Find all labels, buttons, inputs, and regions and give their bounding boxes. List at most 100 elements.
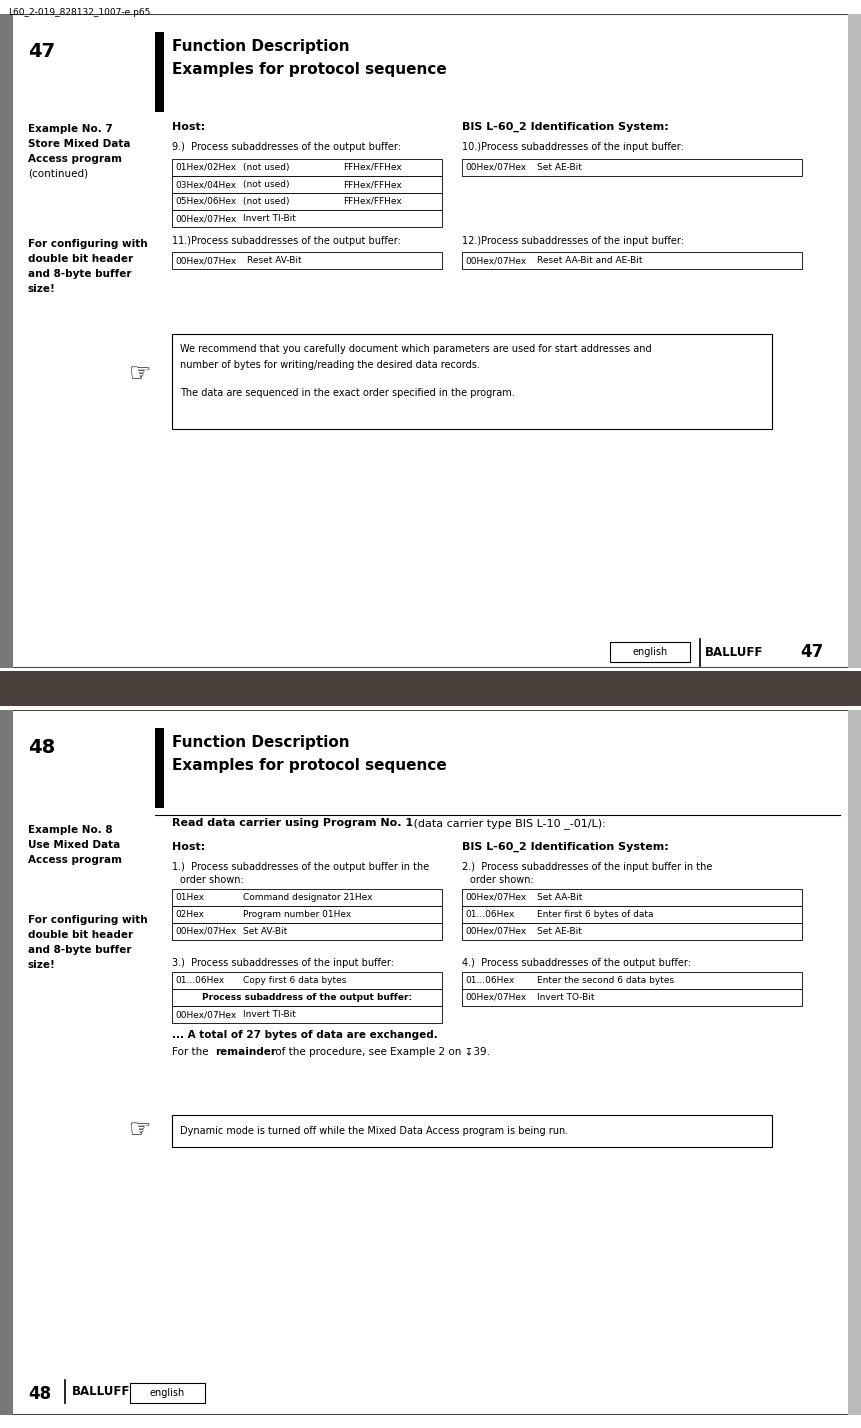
- Bar: [130, 1382, 205, 1402]
- Text: 01...06Hex: 01...06Hex: [465, 910, 514, 920]
- Text: ☞: ☞: [129, 1118, 152, 1142]
- Text: Enter the second 6 data bytes: Enter the second 6 data bytes: [537, 975, 674, 985]
- Text: 47: 47: [28, 41, 55, 61]
- Text: 05Hex/06Hex: 05Hex/06Hex: [175, 197, 236, 206]
- Text: 12.)Process subaddresses of the input buffer:: 12.)Process subaddresses of the input bu…: [462, 236, 684, 246]
- Bar: [462, 159, 802, 176]
- Text: order shown:: order shown:: [180, 875, 244, 885]
- Text: Use Mixed Data: Use Mixed Data: [28, 840, 121, 850]
- Text: 00Hex/07Hex: 00Hex/07Hex: [465, 892, 526, 902]
- Bar: [172, 1115, 772, 1147]
- Bar: [172, 334, 772, 428]
- Text: Reset AA-Bit and AE-Bit: Reset AA-Bit and AE-Bit: [537, 256, 642, 266]
- Text: ☞: ☞: [129, 363, 152, 386]
- Text: FFHex/FFHex: FFHex/FFHex: [343, 197, 402, 206]
- Text: of the procedure, see Example 2 on ↧39.: of the procedure, see Example 2 on ↧39.: [272, 1047, 490, 1057]
- Text: 01Hex: 01Hex: [175, 892, 204, 902]
- Text: Examples for protocol sequence: Examples for protocol sequence: [172, 758, 447, 773]
- Text: Reset AV-Bit: Reset AV-Bit: [247, 256, 301, 266]
- Text: 00Hex/07Hex: 00Hex/07Hex: [465, 927, 526, 935]
- Text: We recommend that you carefully document which parameters are used for start add: We recommend that you carefully document…: [180, 344, 652, 354]
- Bar: [610, 643, 690, 663]
- Text: Examples for protocol sequence: Examples for protocol sequence: [172, 61, 447, 77]
- Text: double bit header: double bit header: [28, 254, 133, 264]
- Bar: [462, 922, 802, 940]
- Text: For configuring with: For configuring with: [28, 238, 147, 248]
- Text: BALLUFF: BALLUFF: [72, 1385, 130, 1398]
- Text: 2.)  Process subaddresses of the input buffer in the: 2.) Process subaddresses of the input bu…: [462, 863, 712, 873]
- Text: 00Hex/07Hex: 00Hex/07Hex: [175, 214, 236, 223]
- Text: Set AE-Bit: Set AE-Bit: [537, 927, 582, 935]
- Text: and 8-byte buffer: and 8-byte buffer: [28, 945, 132, 955]
- Bar: [848, 710, 861, 1415]
- Text: 00Hex/07Hex: 00Hex/07Hex: [465, 992, 526, 1002]
- Bar: [462, 905, 802, 922]
- Text: FFHex/FFHex: FFHex/FFHex: [343, 163, 402, 171]
- Text: Access program: Access program: [28, 855, 122, 865]
- Bar: [172, 990, 442, 1005]
- Bar: [172, 176, 442, 193]
- Text: 3.)  Process subaddresses of the input buffer:: 3.) Process subaddresses of the input bu…: [172, 958, 394, 968]
- Bar: [172, 972, 442, 990]
- Text: (continued): (continued): [28, 169, 88, 178]
- Text: For configuring with: For configuring with: [28, 915, 147, 925]
- Text: 1.)  Process subaddresses of the output buffer in the: 1.) Process subaddresses of the output b…: [172, 863, 430, 873]
- Text: remainder: remainder: [215, 1047, 276, 1057]
- Text: Invert TI-Bit: Invert TI-Bit: [243, 214, 296, 223]
- Bar: [172, 251, 442, 268]
- Bar: [848, 14, 861, 668]
- Text: 01...06Hex: 01...06Hex: [465, 975, 514, 985]
- Text: Access program: Access program: [28, 154, 122, 164]
- Text: Program number 01Hex: Program number 01Hex: [243, 910, 351, 920]
- Text: 02Hex: 02Hex: [175, 910, 204, 920]
- Bar: [462, 251, 802, 268]
- Text: 4.)  Process subaddresses of the output buffer:: 4.) Process subaddresses of the output b…: [462, 958, 691, 968]
- Text: Host:: Host:: [172, 843, 205, 853]
- Bar: [155, 31, 164, 111]
- Text: FFHex/FFHex: FFHex/FFHex: [343, 180, 402, 188]
- Text: BIS L-60_2 Identification System:: BIS L-60_2 Identification System:: [462, 843, 669, 853]
- Text: Dynamic mode is turned off while the Mixed Data Access program is being run.: Dynamic mode is turned off while the Mix…: [180, 1127, 568, 1137]
- Text: 9.)  Process subaddresses of the output buffer:: 9.) Process subaddresses of the output b…: [172, 141, 401, 151]
- Text: size!: size!: [28, 284, 56, 294]
- Text: Store Mixed Data: Store Mixed Data: [28, 139, 131, 149]
- Text: 47: 47: [800, 643, 823, 661]
- Bar: [462, 990, 802, 1005]
- Text: Host:: Host:: [172, 121, 205, 131]
- Text: 00Hex/07Hex: 00Hex/07Hex: [465, 256, 526, 266]
- Bar: [155, 728, 164, 808]
- Bar: [172, 905, 442, 922]
- Text: size!: size!: [28, 960, 56, 970]
- Text: 01...06Hex: 01...06Hex: [175, 975, 224, 985]
- Text: Command designator 21Hex: Command designator 21Hex: [243, 892, 373, 902]
- Text: For the: For the: [172, 1047, 212, 1057]
- Text: (not used): (not used): [243, 163, 289, 171]
- Text: BIS L-60_2 Identification System:: BIS L-60_2 Identification System:: [462, 121, 669, 133]
- Text: double bit header: double bit header: [28, 930, 133, 940]
- Bar: [172, 922, 442, 940]
- Bar: [0, 710, 13, 1415]
- Text: 00Hex/07Hex: 00Hex/07Hex: [175, 1010, 236, 1020]
- Text: Example No. 7: Example No. 7: [28, 124, 113, 134]
- Bar: [172, 159, 442, 176]
- Text: (not used): (not used): [243, 197, 289, 206]
- Text: Function Description: Function Description: [172, 735, 350, 750]
- Text: Set AA-Bit: Set AA-Bit: [537, 892, 582, 902]
- Text: 00Hex/07Hex: 00Hex/07Hex: [175, 256, 236, 266]
- Text: english: english: [150, 1388, 185, 1398]
- Text: 10.)Process subaddresses of the input buffer:: 10.)Process subaddresses of the input bu…: [462, 141, 684, 151]
- Bar: [462, 890, 802, 905]
- Text: Function Description: Function Description: [172, 39, 350, 54]
- Text: and 8-byte buffer: and 8-byte buffer: [28, 268, 132, 278]
- Text: BALLUFF: BALLUFF: [705, 645, 764, 658]
- Bar: [172, 210, 442, 227]
- Text: Invert TO-Bit: Invert TO-Bit: [537, 992, 594, 1002]
- Text: Set AV-Bit: Set AV-Bit: [243, 927, 288, 935]
- Text: 48: 48: [28, 738, 55, 757]
- Text: Enter first 6 bytes of data: Enter first 6 bytes of data: [537, 910, 653, 920]
- Text: order shown:: order shown:: [470, 875, 534, 885]
- Text: Copy first 6 data bytes: Copy first 6 data bytes: [243, 975, 346, 985]
- Text: Invert TI-Bit: Invert TI-Bit: [243, 1010, 296, 1020]
- Text: 01Hex/02Hex: 01Hex/02Hex: [175, 163, 236, 171]
- Text: 00Hex/07Hex: 00Hex/07Hex: [465, 163, 526, 171]
